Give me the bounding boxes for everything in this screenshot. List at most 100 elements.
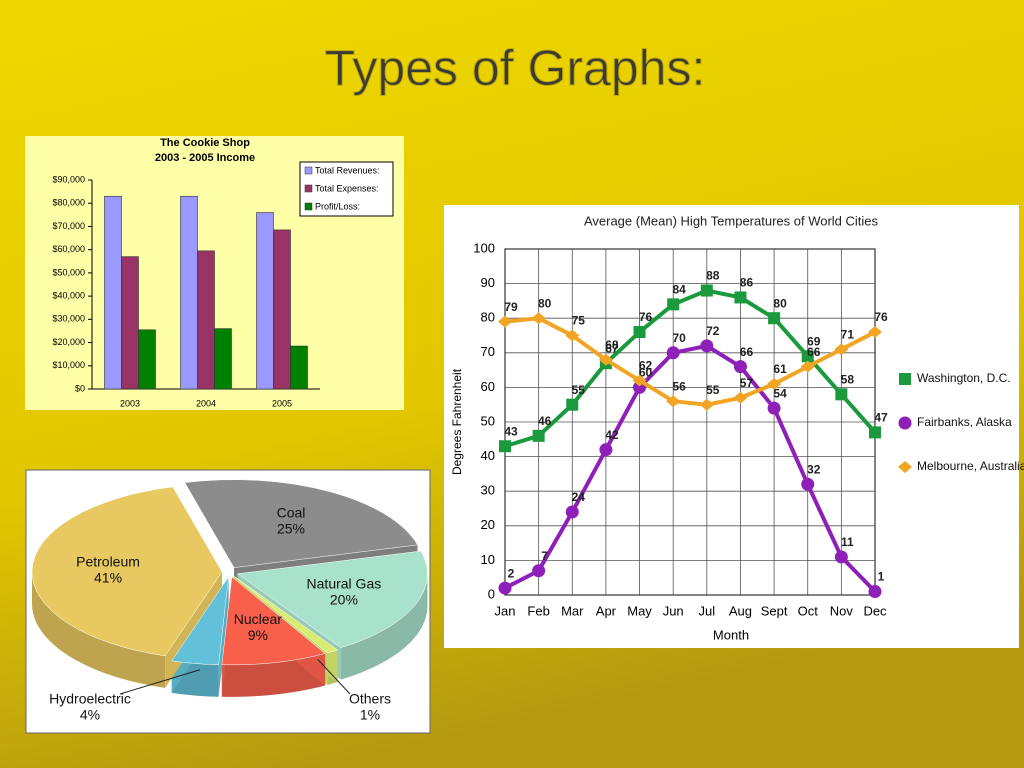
series-line xyxy=(504,316,876,407)
data-label: 76 xyxy=(874,310,888,324)
point xyxy=(834,343,849,356)
slice-value-label: 9% xyxy=(248,627,268,643)
point xyxy=(566,398,579,411)
legend-label: Total Expenses: xyxy=(315,183,379,193)
slice xyxy=(233,576,339,654)
point xyxy=(834,550,848,564)
data-label: 43 xyxy=(504,424,518,438)
data-label: 60 xyxy=(639,366,653,380)
point xyxy=(532,429,545,442)
data-label: 72 xyxy=(706,324,720,338)
y-tick-label: $0 xyxy=(75,383,85,393)
y-tick-label: 50 xyxy=(481,413,495,428)
slice-value-label: 4% xyxy=(80,707,100,723)
bar xyxy=(138,329,156,390)
data-label: 24 xyxy=(572,490,586,504)
x-tick-label: May xyxy=(627,603,652,618)
data-label: 71 xyxy=(841,328,855,342)
series-line xyxy=(504,343,877,593)
y-tick-label: $50,000 xyxy=(52,267,85,277)
slice-side xyxy=(32,571,166,688)
data-label: 88 xyxy=(706,269,720,283)
point xyxy=(632,374,647,387)
x-axis-title: Month xyxy=(713,627,749,642)
bar xyxy=(214,328,232,390)
slice xyxy=(236,550,428,648)
legend-marker xyxy=(899,373,911,385)
x-tick-label: 2005 xyxy=(272,398,292,408)
data-label: 79 xyxy=(504,300,518,314)
data-label: 1 xyxy=(878,570,885,584)
data-label: 69 xyxy=(807,334,821,348)
slice-value-label: 1% xyxy=(360,707,380,723)
slice-label: Natural Gas xyxy=(307,575,382,591)
y-tick-label: $30,000 xyxy=(52,314,85,324)
data-label: 56 xyxy=(673,379,687,393)
y-tick-label: 80 xyxy=(481,310,495,325)
legend-box xyxy=(299,161,394,217)
legend-swatch xyxy=(304,166,313,175)
point xyxy=(767,377,782,390)
legend-label: Washington, D.C. xyxy=(917,371,1011,385)
data-label: 75 xyxy=(572,314,586,328)
y-tick-label: $80,000 xyxy=(52,198,85,208)
point xyxy=(633,326,646,339)
data-label: 57 xyxy=(740,376,754,390)
point xyxy=(800,360,815,373)
data-label: 80 xyxy=(773,296,787,310)
legend-swatch xyxy=(304,184,313,193)
y-tick-label: 10 xyxy=(481,552,495,567)
data-label: 47 xyxy=(874,411,888,425)
x-tick-label: Jul xyxy=(699,603,716,618)
x-tick-label: Nov xyxy=(830,603,854,618)
point xyxy=(666,395,681,408)
y-tick-label: 70 xyxy=(481,344,495,359)
x-tick-label: Sept xyxy=(761,603,788,618)
data-label: 66 xyxy=(740,345,754,359)
data-label: 84 xyxy=(673,283,687,297)
data-label: 54 xyxy=(773,386,787,400)
chart-subtitle: 2003 - 2005 Income xyxy=(155,152,255,164)
slice-value-label: 25% xyxy=(277,521,305,537)
y-tick-label: 30 xyxy=(481,483,495,498)
data-label: 2 xyxy=(508,566,515,580)
slice-label: Coal xyxy=(277,505,306,521)
y-tick-label: $90,000 xyxy=(52,174,85,184)
bar xyxy=(256,212,274,390)
slice-label: Nuclear xyxy=(234,611,283,627)
x-tick-label: Dec xyxy=(863,603,887,618)
x-tick-label: Aug xyxy=(729,603,752,618)
point xyxy=(666,346,680,360)
data-label: 70 xyxy=(673,331,687,345)
bar xyxy=(273,229,291,390)
data-label: 55 xyxy=(572,383,586,397)
point xyxy=(699,398,714,411)
slice xyxy=(31,486,223,657)
leader-line xyxy=(317,659,351,695)
y-tick-label: 100 xyxy=(473,240,495,255)
data-label: 58 xyxy=(841,372,855,386)
data-label: 55 xyxy=(706,383,720,397)
y-tick-label: 40 xyxy=(481,448,495,463)
x-tick-label: Apr xyxy=(596,603,617,618)
legend-marker xyxy=(898,416,912,430)
point xyxy=(767,401,781,415)
x-tick-label: Jun xyxy=(663,603,684,618)
data-label: 46 xyxy=(538,414,552,428)
slice-value-label: 20% xyxy=(330,591,358,607)
data-label: 42 xyxy=(605,428,619,442)
legend-marker xyxy=(898,461,912,473)
point xyxy=(868,326,882,339)
point xyxy=(868,585,882,599)
point xyxy=(700,339,714,353)
y-tick-label: $10,000 xyxy=(52,360,85,370)
data-label: 67 xyxy=(605,341,619,355)
chart-title: Average (Mean) High Temperatures of Worl… xyxy=(584,213,879,228)
y-tick-label: 60 xyxy=(481,379,495,394)
point xyxy=(869,426,881,439)
point xyxy=(801,350,814,363)
point xyxy=(768,312,781,325)
y-tick-label: 90 xyxy=(481,275,495,290)
